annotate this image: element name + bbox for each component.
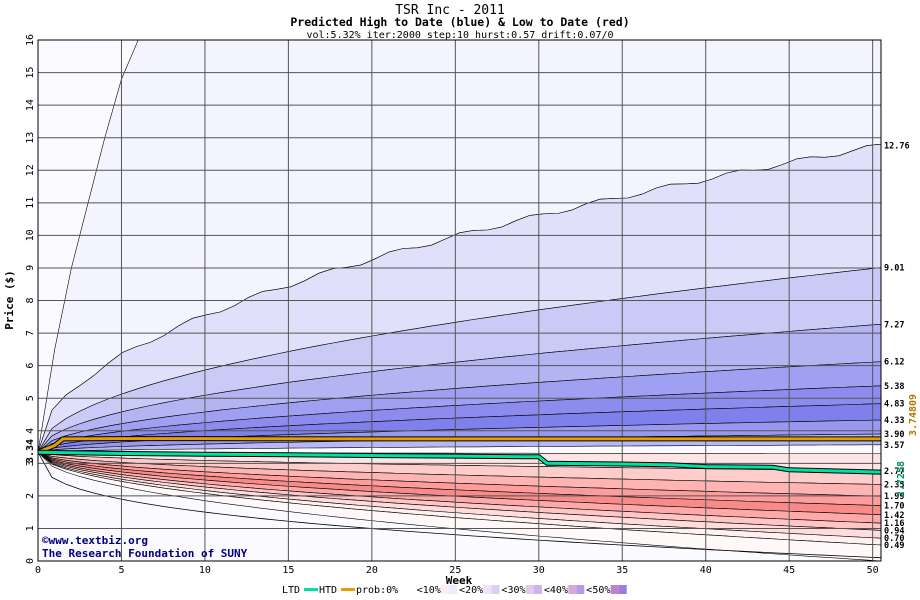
x-tick-30: 30 [533, 565, 545, 576]
legend-swatch-blue-4 [576, 585, 585, 594]
y-tick-13: 13 [25, 132, 36, 144]
legend-swatch-red-3 [525, 585, 534, 594]
right-label-1.70: 1.70 [884, 502, 904, 512]
credit-line-1: ©www.textbiz.org [42, 534, 148, 547]
right-label-1.99: 1.99 [884, 492, 904, 502]
y-tick-3: 3 [25, 460, 36, 466]
legend-swatch-blue-1 [449, 585, 458, 594]
x-tick-45: 45 [783, 565, 795, 576]
legend-swatch-blue-0 [406, 585, 415, 594]
right-label-3.90: 3.90 [884, 430, 904, 440]
right-label-4.33: 4.33 [884, 416, 904, 426]
x-axis-label: Week [446, 574, 473, 587]
y-tick-0: 0 [25, 558, 36, 564]
legend-prob-2: <20% [459, 585, 483, 596]
right-label-2.77: 2.77 [884, 467, 904, 477]
x-tick-20: 20 [366, 565, 378, 576]
y-tick-12: 12 [25, 164, 36, 176]
x-tick-0: 0 [35, 565, 41, 576]
right-label-1.16: 1.16 [884, 519, 904, 529]
plot-frame [37, 39, 882, 562]
legend-swatch-red-2 [483, 585, 492, 594]
y-axis-label: Price ($) [3, 270, 16, 330]
right-label-5.38: 5.38 [884, 382, 904, 392]
right-label-12.76: 12.76 [884, 142, 910, 152]
x-tick-15: 15 [282, 565, 294, 576]
legend-htd-swatch [341, 588, 355, 591]
htd-line [37, 437, 881, 454]
credit-line-2: The Research Foundation of SUNY [42, 547, 248, 560]
legend-prob-5: <50% [586, 585, 610, 596]
right-label-2.35: 2.35 [884, 481, 904, 491]
side-value-green: 2.7258 [896, 461, 907, 497]
right-value-labels: 12.76 9.01 7.27 6.12 5.38 4.83 4.33 3.903.57 2.7… [884, 142, 910, 552]
credit-url: www.textbiz.org [49, 534, 148, 547]
right-label-1.42: 1.42 [884, 511, 904, 521]
y-tick-16: 16 [25, 34, 36, 46]
right-label-7.27: 7.27 [884, 320, 904, 330]
x-tick-10: 10 [199, 565, 211, 576]
y-tick-5: 5 [25, 395, 36, 401]
legend-prob-3: <30% [502, 585, 526, 596]
x-tick-labels: 0 5 10 15 20 25 30 35 40 45 50 [35, 565, 879, 576]
legend-ltd-swatch [304, 588, 318, 591]
legend-swatch-blue-2 [491, 585, 500, 594]
y-tick-4: 4 [25, 428, 36, 434]
x-tick-40: 40 [700, 565, 712, 576]
legend-swatch-red-5 [610, 585, 619, 594]
x-tick-5: 5 [118, 565, 124, 576]
outer-low-line [37, 452, 882, 559]
grid-lines [37, 39, 881, 562]
right-label-0.94: 0.94 [884, 526, 904, 536]
start-price-label: 3.34 [25, 439, 36, 463]
y-tick-14: 14 [25, 99, 36, 111]
chart-title: TSR Inc - 2011 [395, 3, 505, 18]
legend-swatch-red-0 [398, 585, 407, 594]
y-tick-2: 2 [25, 493, 36, 499]
y-tick-1: 1 [25, 525, 36, 531]
right-label-6.12: 6.12 [884, 358, 904, 368]
x-tick-50: 50 [867, 565, 879, 576]
right-label-4.83: 4.83 [884, 400, 904, 410]
y-tick-6: 6 [25, 363, 36, 369]
legend-htd-label: HTD [319, 585, 337, 596]
x-tick-35: 35 [616, 565, 628, 576]
chart-subtitle: Predicted High to Date (blue) & Low to D… [290, 15, 629, 29]
y-tick-7: 7 [25, 330, 36, 336]
x-tick-25: 25 [449, 565, 461, 576]
y-tick-15: 15 [25, 67, 36, 79]
legend-swatch-blue-5 [618, 585, 627, 594]
ltd-line [37, 450, 882, 474]
legend-swatch-red-1 [441, 585, 450, 594]
legend-swatch-blue-3 [533, 585, 542, 594]
right-label-3.57: 3.57 [884, 441, 904, 451]
right-label-9.01: 9.01 [884, 264, 904, 274]
legend-ltd-label: LTD [282, 585, 300, 596]
y-tick-9: 9 [25, 265, 36, 271]
y-tick-11: 11 [25, 197, 36, 209]
legend-swatch-red-4 [568, 585, 577, 594]
y-tick-10: 10 [25, 229, 36, 241]
right-label-0.70: 0.70 [884, 534, 904, 544]
legend: LTD HTD prob:0% <10% <20% <30% <40% <50% [282, 585, 627, 596]
side-value-orange: 3.74809 [908, 394, 919, 436]
legend-prob-4: <40% [544, 585, 568, 596]
series-lines [37, 436, 882, 475]
legend-prob-1: <10% [417, 585, 441, 596]
right-label-0.49: 0.49 [884, 541, 904, 551]
y-tick-8: 8 [25, 297, 36, 303]
legend-prob-0: prob:0% [356, 585, 398, 596]
chart-params: vol:5.32% iter:2000 step:10 hurst:0.57 d… [306, 30, 613, 41]
